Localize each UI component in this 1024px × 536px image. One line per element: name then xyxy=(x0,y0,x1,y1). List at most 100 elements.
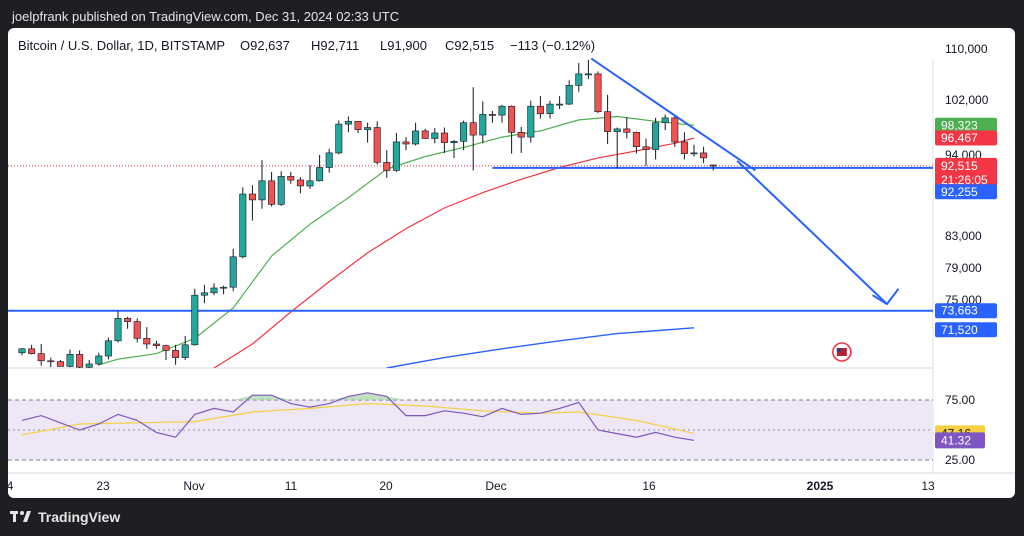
candle-body[interactable] xyxy=(277,176,285,205)
rsi-y-tick-label: 75.00 xyxy=(945,393,975,407)
candle-body[interactable] xyxy=(594,73,602,113)
candle-body[interactable] xyxy=(488,114,496,116)
candle-body[interactable] xyxy=(37,353,45,362)
candle-body[interactable] xyxy=(402,141,410,145)
rsi-line xyxy=(21,392,695,441)
projection-arrow-line[interactable] xyxy=(736,160,888,305)
candle-body[interactable] xyxy=(162,345,170,351)
candle-body[interactable] xyxy=(124,318,132,322)
candle-body[interactable] xyxy=(258,180,266,201)
candle-body[interactable] xyxy=(18,348,26,354)
candle-body[interactable] xyxy=(354,121,362,130)
candle-body[interactable] xyxy=(383,162,391,171)
candle-body[interactable] xyxy=(575,73,583,86)
candle-body[interactable] xyxy=(85,363,93,368)
candle-body[interactable] xyxy=(95,355,103,365)
ema20-price-label-bg xyxy=(935,117,997,133)
ema50-line xyxy=(213,137,695,368)
last-price-label: 92,515 xyxy=(941,159,978,173)
ema50-price-label-bg xyxy=(935,130,997,146)
x-tick-label: 13 xyxy=(921,479,935,493)
projection-arrowhead xyxy=(872,288,900,306)
candle-body[interactable] xyxy=(335,123,343,154)
ema200-line xyxy=(386,327,695,368)
candle-body[interactable] xyxy=(498,105,506,116)
candle-body[interactable] xyxy=(604,111,612,132)
candle-body[interactable] xyxy=(556,103,564,106)
chart-svg[interactable]: Bitcoin / U.S. Dollar, 1D, BITSTAMP O92,… xyxy=(8,28,1015,498)
chart-panel: Bitcoin / U.S. Dollar, 1D, BITSTAMP O92,… xyxy=(8,28,1015,498)
candle-body[interactable] xyxy=(527,105,535,138)
candle-body[interactable] xyxy=(440,132,448,143)
candle-body[interactable] xyxy=(76,354,84,368)
candle-body[interactable] xyxy=(181,344,189,358)
x-tick-label: 2025 xyxy=(807,479,834,493)
legend-close: C92,515 xyxy=(445,38,494,53)
y-tick-label: 79,000 xyxy=(945,261,982,275)
candle-body[interactable] xyxy=(469,122,477,136)
candle-body[interactable] xyxy=(229,256,237,288)
candle-body[interactable] xyxy=(671,117,679,143)
candle-body[interactable] xyxy=(133,321,141,339)
legend-high: H92,711 xyxy=(311,38,359,53)
candle-body[interactable] xyxy=(642,146,650,150)
candle-body[interactable] xyxy=(392,141,400,171)
candle-body[interactable] xyxy=(210,287,218,294)
candle-body[interactable] xyxy=(364,127,372,130)
candle-body[interactable] xyxy=(325,152,333,168)
candle-body[interactable] xyxy=(373,127,381,163)
candle-body[interactable] xyxy=(220,286,228,289)
candle-body[interactable] xyxy=(316,167,324,182)
support-92255-label-bg xyxy=(935,184,997,200)
candle-body[interactable] xyxy=(536,105,544,115)
candle-body[interactable] xyxy=(287,176,295,181)
rsi-value-label-bg xyxy=(935,432,985,449)
candle-body[interactable] xyxy=(248,193,256,201)
descending-trendline[interactable] xyxy=(590,57,757,172)
candle-body[interactable] xyxy=(652,122,660,150)
candle-body[interactable] xyxy=(431,132,439,139)
support-73663-label-bg xyxy=(935,303,997,319)
x-tick-label: 20 xyxy=(379,479,393,493)
candle-body[interactable] xyxy=(421,130,429,139)
candle-body[interactable] xyxy=(565,84,573,105)
candle-body[interactable] xyxy=(114,318,122,342)
candle-body[interactable] xyxy=(268,180,276,205)
candle-body[interactable] xyxy=(690,152,698,155)
candle-body[interactable] xyxy=(450,141,458,144)
candle-body[interactable] xyxy=(104,340,112,357)
x-tick-label: Dec xyxy=(485,479,506,493)
candle-body[interactable] xyxy=(546,103,554,114)
candle-body[interactable] xyxy=(460,122,468,142)
candle-body[interactable] xyxy=(66,354,74,367)
candle-body[interactable] xyxy=(344,121,352,125)
last-price-tag-bg xyxy=(935,157,997,188)
candle-body[interactable] xyxy=(412,130,420,145)
candle-body[interactable] xyxy=(479,114,487,136)
candle-body[interactable] xyxy=(143,338,151,345)
candle-body[interactable] xyxy=(239,193,247,258)
candle-body[interactable] xyxy=(56,361,64,367)
candle-body[interactable] xyxy=(200,292,208,296)
candle-body[interactable] xyxy=(28,348,36,354)
candle-body[interactable] xyxy=(700,152,708,159)
candle-body[interactable] xyxy=(517,132,525,138)
candle-body[interactable] xyxy=(632,132,640,148)
candle-body[interactable] xyxy=(613,128,621,133)
publisher-line: joelpfrank published on TradingView.com,… xyxy=(12,9,400,24)
candle-body[interactable] xyxy=(623,128,631,133)
candle-body[interactable] xyxy=(296,179,304,187)
footer-brand: TradingView xyxy=(10,509,120,525)
candle-body[interactable] xyxy=(191,294,199,346)
candle-body[interactable] xyxy=(508,105,516,133)
candle-body[interactable] xyxy=(584,73,592,76)
ema200-price-label: 71,520 xyxy=(941,323,978,337)
candle-body[interactable] xyxy=(152,343,160,346)
us-flag-canton xyxy=(836,348,841,352)
candle-body[interactable] xyxy=(47,360,55,363)
candle-body[interactable] xyxy=(306,180,314,187)
candle-body[interactable] xyxy=(709,164,717,167)
candle-body[interactable] xyxy=(661,117,669,124)
candle-body[interactable] xyxy=(680,141,688,154)
candle-body[interactable] xyxy=(172,350,180,358)
